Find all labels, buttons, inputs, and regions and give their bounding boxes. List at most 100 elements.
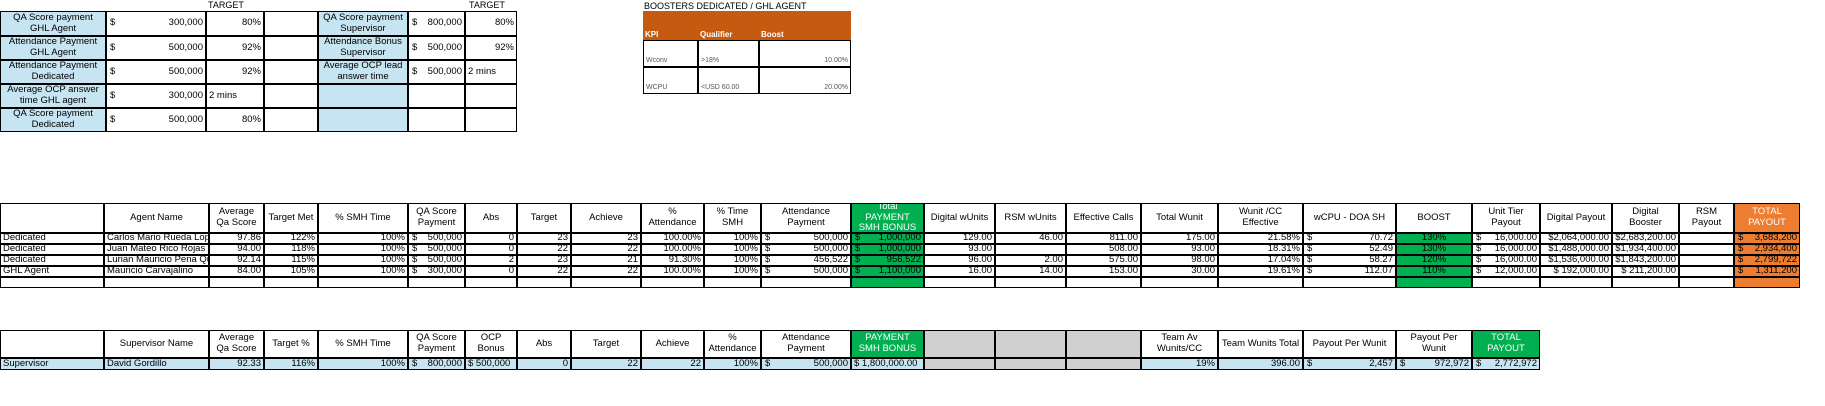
agent-data-cell[interactable]: 129.00 — [924, 233, 995, 244]
agent-data-cell[interactable]: 98.00 — [1141, 255, 1218, 266]
supervisor-data-cell[interactable]: 100% — [704, 358, 761, 370]
agent-data-cell[interactable]: 175.00 — [1141, 233, 1218, 244]
supervisor-header-cell[interactable]: Attendance Payment — [761, 330, 851, 358]
booster-header-cell[interactable]: Boost — [761, 29, 784, 39]
agent-data-cell[interactable]: 22 — [517, 244, 571, 255]
agent-data-cell[interactable]: Dedicated — [0, 244, 104, 255]
agent-header-cell[interactable]: wCPU - DOA SH — [1303, 203, 1396, 233]
supervisor-data-cell[interactable]: 19% — [1141, 358, 1218, 370]
agent-data-cell[interactable]: $2,683,200.00 — [1612, 233, 1679, 244]
agent-data-cell[interactable] — [995, 244, 1066, 255]
agent-data-cell[interactable]: 956,522 $ — [851, 255, 924, 266]
agent-data-cell[interactable]: Carlos Mario Rueda Lopez — [104, 233, 209, 244]
agent-data-cell[interactable]: $1,488,000.00 — [1540, 244, 1612, 255]
target-percent-cell[interactable]: 92% — [206, 36, 264, 60]
booster-cell[interactable]: >18% — [698, 40, 759, 67]
agent-data-cell[interactable]: Dedicated — [0, 233, 104, 244]
target-amount-cell[interactable] — [408, 84, 465, 108]
empty-cell[interactable] — [641, 277, 704, 288]
agent-data-cell[interactable]: 100% — [318, 244, 408, 255]
supervisor-data-cell[interactable]: 2,772,972 $ — [1472, 358, 1540, 370]
agent-data-cell[interactable]: 112.07 $ — [1303, 266, 1396, 277]
empty-cell[interactable] — [1396, 277, 1472, 288]
agent-data-cell[interactable]: 16,000.00 $ — [1472, 233, 1540, 244]
supervisor-header-cell[interactable]: Target % — [264, 330, 318, 358]
agent-data-cell[interactable]: 19.61% — [1218, 266, 1303, 277]
empty-cell[interactable] — [318, 277, 408, 288]
agent-header-cell[interactable]: Abs — [465, 203, 517, 233]
agent-data-cell[interactable]: 58.27 $ — [1303, 255, 1396, 266]
agent-data-cell[interactable]: $1,536,000.00 — [1540, 255, 1612, 266]
agent-data-cell[interactable]: 118% — [264, 244, 318, 255]
empty-cell[interactable] — [264, 277, 318, 288]
agent-data-cell[interactable]: 100% — [704, 255, 761, 266]
supervisor-header-cell[interactable]: Target — [571, 330, 641, 358]
agent-data-cell[interactable]: 21.58% — [1218, 233, 1303, 244]
agent-data-cell[interactable] — [1679, 233, 1734, 244]
agent-data-cell[interactable]: Dedicated — [0, 255, 104, 266]
agent-data-cell[interactable]: 21 — [571, 255, 641, 266]
agent-data-cell[interactable] — [1679, 244, 1734, 255]
agent-data-cell[interactable]: 23 — [517, 255, 571, 266]
agent-data-cell[interactable]: GHL Agent — [0, 266, 104, 277]
agent-header-cell[interactable]: Unit Tier Payout — [1472, 203, 1540, 233]
agent-data-cell[interactable]: 105% — [264, 266, 318, 277]
target-amount-cell[interactable]: 500,000 $ — [106, 108, 206, 132]
supervisor-header-cell[interactable]: Average Qa Score — [209, 330, 264, 358]
empty-cell[interactable] — [1540, 277, 1612, 288]
agent-data-cell[interactable]: $1,843,200.00 — [1612, 255, 1679, 266]
agent-data-cell[interactable]: 130% — [1396, 233, 1472, 244]
supervisor-data-cell[interactable]: 0 — [517, 358, 571, 370]
agent-header-cell[interactable]: QA Score Payment — [408, 203, 465, 233]
agent-data-cell[interactable]: 100% — [318, 233, 408, 244]
agent-data-cell[interactable]: 2,934,400 $ — [1734, 244, 1800, 255]
empty-cell[interactable] — [264, 11, 318, 36]
empty-cell[interactable] — [1141, 277, 1218, 288]
agent-data-cell[interactable]: 500,000 $ — [761, 266, 851, 277]
supervisor-header-cell[interactable] — [995, 330, 1066, 358]
agent-data-cell[interactable]: 18.31% — [1218, 244, 1303, 255]
target-label-cell[interactable]: Attendance Payment GHL Agent — [0, 36, 106, 60]
agent-data-cell[interactable]: 100.00% — [641, 244, 704, 255]
supervisor-header-cell[interactable]: Supervisor Name — [104, 330, 209, 358]
target-label-cell[interactable]: Average OCP lead answer time — [318, 60, 408, 84]
supervisor-data-cell[interactable]: 100% — [318, 358, 408, 370]
empty-cell[interactable] — [1066, 277, 1141, 288]
agent-data-cell[interactable]: 0 — [465, 266, 517, 277]
target-percent-cell[interactable]: 80% — [206, 11, 264, 36]
agent-data-cell[interactable]: 2.00 — [995, 255, 1066, 266]
target-label-cell[interactable]: Average OCP answer time GHL agent — [0, 84, 106, 108]
empty-cell[interactable] — [408, 277, 465, 288]
target-amount-cell[interactable]: 500,000 $ — [408, 60, 465, 84]
supervisor-data-cell[interactable]: 22 — [641, 358, 704, 370]
agent-header-cell[interactable]: % SMH Time — [318, 203, 408, 233]
agent-data-cell[interactable]: $1,934,400.00 — [1612, 244, 1679, 255]
empty-cell[interactable] — [995, 277, 1066, 288]
agent-header-cell[interactable]: Digital wUnits — [924, 203, 995, 233]
agent-data-cell[interactable]: 500,000 $ — [408, 233, 465, 244]
agent-data-cell[interactable]: 122% — [264, 233, 318, 244]
supervisor-header-cell[interactable]: Payout Per Wunit — [1303, 330, 1396, 358]
agent-header-cell[interactable]: TOTAL PAYOUT — [1734, 203, 1800, 233]
agent-header-cell[interactable]: Digital Booster — [1612, 203, 1679, 233]
supervisor-data-cell[interactable]: 396.00 — [1218, 358, 1303, 370]
agent-data-cell[interactable]: $ 211,200.00 — [1612, 266, 1679, 277]
supervisor-header-cell[interactable]: Team Wunits Total — [1218, 330, 1303, 358]
agent-data-cell[interactable]: 30.00 — [1141, 266, 1218, 277]
supervisor-header-cell[interactable]: PAYMENT SMH BONUS — [851, 330, 924, 358]
agent-data-cell[interactable]: 0 — [465, 244, 517, 255]
agent-data-cell[interactable]: 2,799,722 $ — [1734, 255, 1800, 266]
target-label-cell[interactable]: Attendance Payment Dedicated — [0, 60, 106, 84]
agent-data-cell[interactable]: 811.00 — [1066, 233, 1141, 244]
supervisor-data-cell[interactable]: $ 500,000 — [465, 358, 517, 370]
supervisor-data-cell[interactable]: 92.33 — [209, 358, 264, 370]
agent-header-cell[interactable]: Target — [517, 203, 571, 233]
agent-data-cell[interactable]: 16,000.00 $ — [1472, 255, 1540, 266]
empty-cell[interactable] — [264, 36, 318, 60]
target-label-cell[interactable] — [318, 108, 408, 132]
agent-data-cell[interactable]: 22 — [517, 266, 571, 277]
agent-header-cell[interactable]: RSM Payout — [1679, 203, 1734, 233]
target-percent-cell[interactable] — [465, 108, 517, 132]
empty-cell[interactable] — [1612, 277, 1679, 288]
target-percent-cell[interactable]: 2 mins — [465, 60, 517, 84]
